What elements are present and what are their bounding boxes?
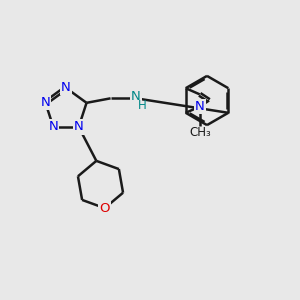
- Text: N: N: [48, 121, 58, 134]
- Text: H: H: [138, 99, 147, 112]
- Text: N: N: [74, 121, 84, 134]
- Text: N: N: [61, 81, 71, 94]
- Text: N: N: [131, 90, 141, 103]
- Text: CH₃: CH₃: [189, 126, 211, 139]
- Text: O: O: [99, 202, 110, 214]
- Text: N: N: [40, 96, 50, 109]
- Text: N: N: [195, 100, 205, 113]
